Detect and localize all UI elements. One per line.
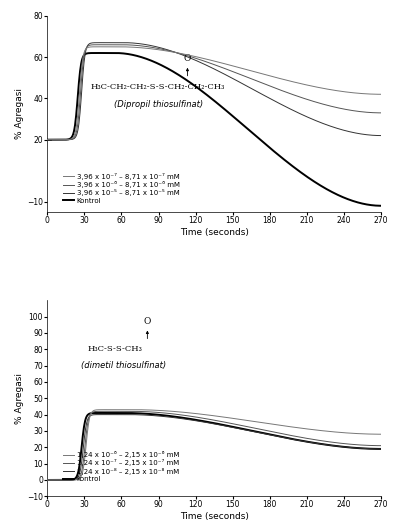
Y-axis label: % Agregasi: % Agregasi xyxy=(15,88,24,139)
Text: H₃C-S-S-CH₃: H₃C-S-S-CH₃ xyxy=(87,345,142,353)
Text: O: O xyxy=(144,317,151,326)
X-axis label: Time (seconds): Time (seconds) xyxy=(180,228,249,237)
Text: (Dipropil thiosulfinat): (Dipropil thiosulfinat) xyxy=(114,100,203,109)
Text: O: O xyxy=(184,54,191,63)
Text: (dimetil thiosulfinat): (dimetil thiosulfinat) xyxy=(81,361,166,370)
Y-axis label: % Agregasi: % Agregasi xyxy=(15,373,24,424)
Legend: 3,96 x 10⁻⁷ – 8,71 x 10⁻⁷ mM, 3,96 x 10⁻⁶ – 8,71 x 10⁻⁶ mM, 3,96 x 10⁻⁵ – 8,71 x: 3,96 x 10⁻⁷ – 8,71 x 10⁻⁷ mM, 3,96 x 10⁻… xyxy=(61,170,182,206)
X-axis label: Time (seconds): Time (seconds) xyxy=(180,512,249,521)
Legend: 1,24 x 10⁻⁶ – 2,15 x 10⁻⁶ mM, 1,24 x 10⁻⁷ – 2,15 x 10⁻⁷ mM, 1,24 x 10⁻⁸ – 2,15 x: 1,24 x 10⁻⁶ – 2,15 x 10⁻⁶ mM, 1,24 x 10⁻… xyxy=(61,448,182,485)
Text: H₃C-CH₂-CH₂-S-S-CH₂-CH₂-CH₃: H₃C-CH₂-CH₂-S-S-CH₂-CH₂-CH₃ xyxy=(90,82,225,90)
